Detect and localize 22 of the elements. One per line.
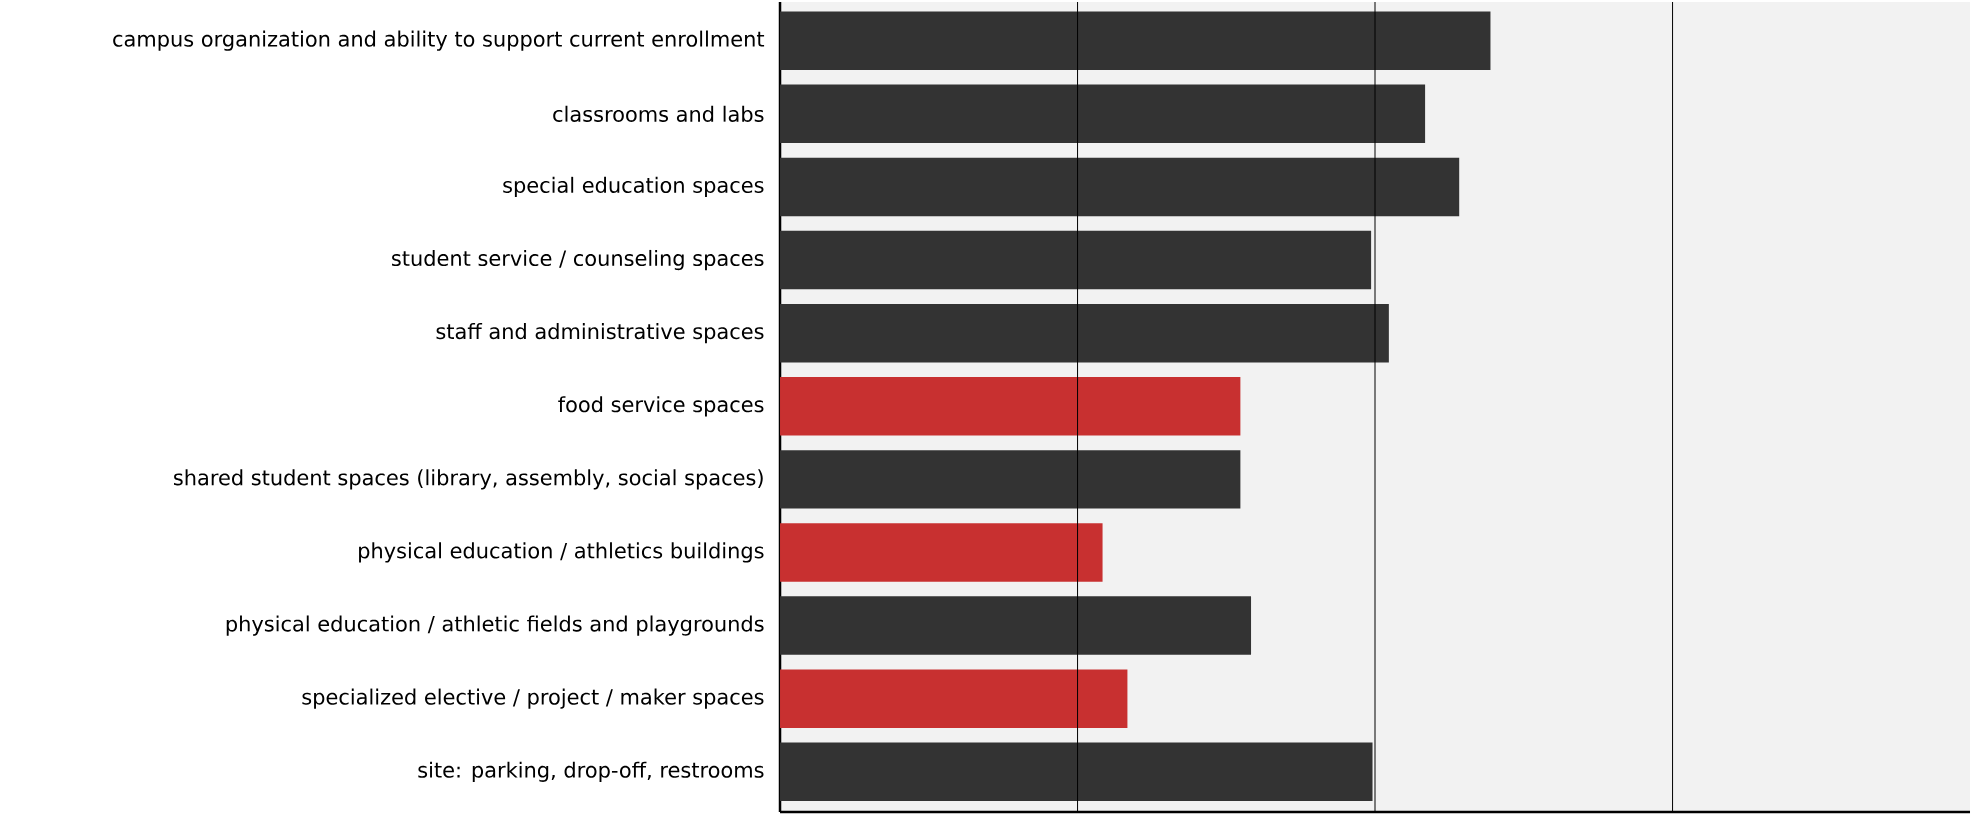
y-tick-label: physical education / athletic fields and playgrounds <box>226 615 764 636</box>
bar <box>780 11 1491 71</box>
bar <box>780 230 1372 290</box>
y-tick-label: specialized elective / project / maker spaces <box>302 688 764 709</box>
y-tick-label: campus organization and ability to support current enrollment <box>113 30 765 51</box>
bar <box>780 377 1241 436</box>
y-tick-label: student service / counseling spaces <box>392 250 764 271</box>
y-tick-label: classrooms and labs <box>553 105 764 123</box>
bar <box>780 742 1373 802</box>
y-tick-label: special education spaces <box>503 176 764 198</box>
y-tick-label: food service spaces <box>558 396 764 417</box>
bar <box>780 84 1426 144</box>
bar <box>780 523 1103 582</box>
y-tick-label: site: parking, drop-off, restrooms <box>418 761 764 782</box>
bar <box>780 450 1241 509</box>
y-tick-label: physical education / athletics buildings <box>359 542 764 563</box>
bar <box>780 596 1252 655</box>
bar <box>780 303 1389 363</box>
bar <box>780 157 1460 217</box>
bar <box>780 669 1128 729</box>
y-tick-label: staff and administrative spaces <box>436 323 764 344</box>
y-tick-label: shared student spaces (library, assembly, social spaces) <box>173 469 763 490</box>
